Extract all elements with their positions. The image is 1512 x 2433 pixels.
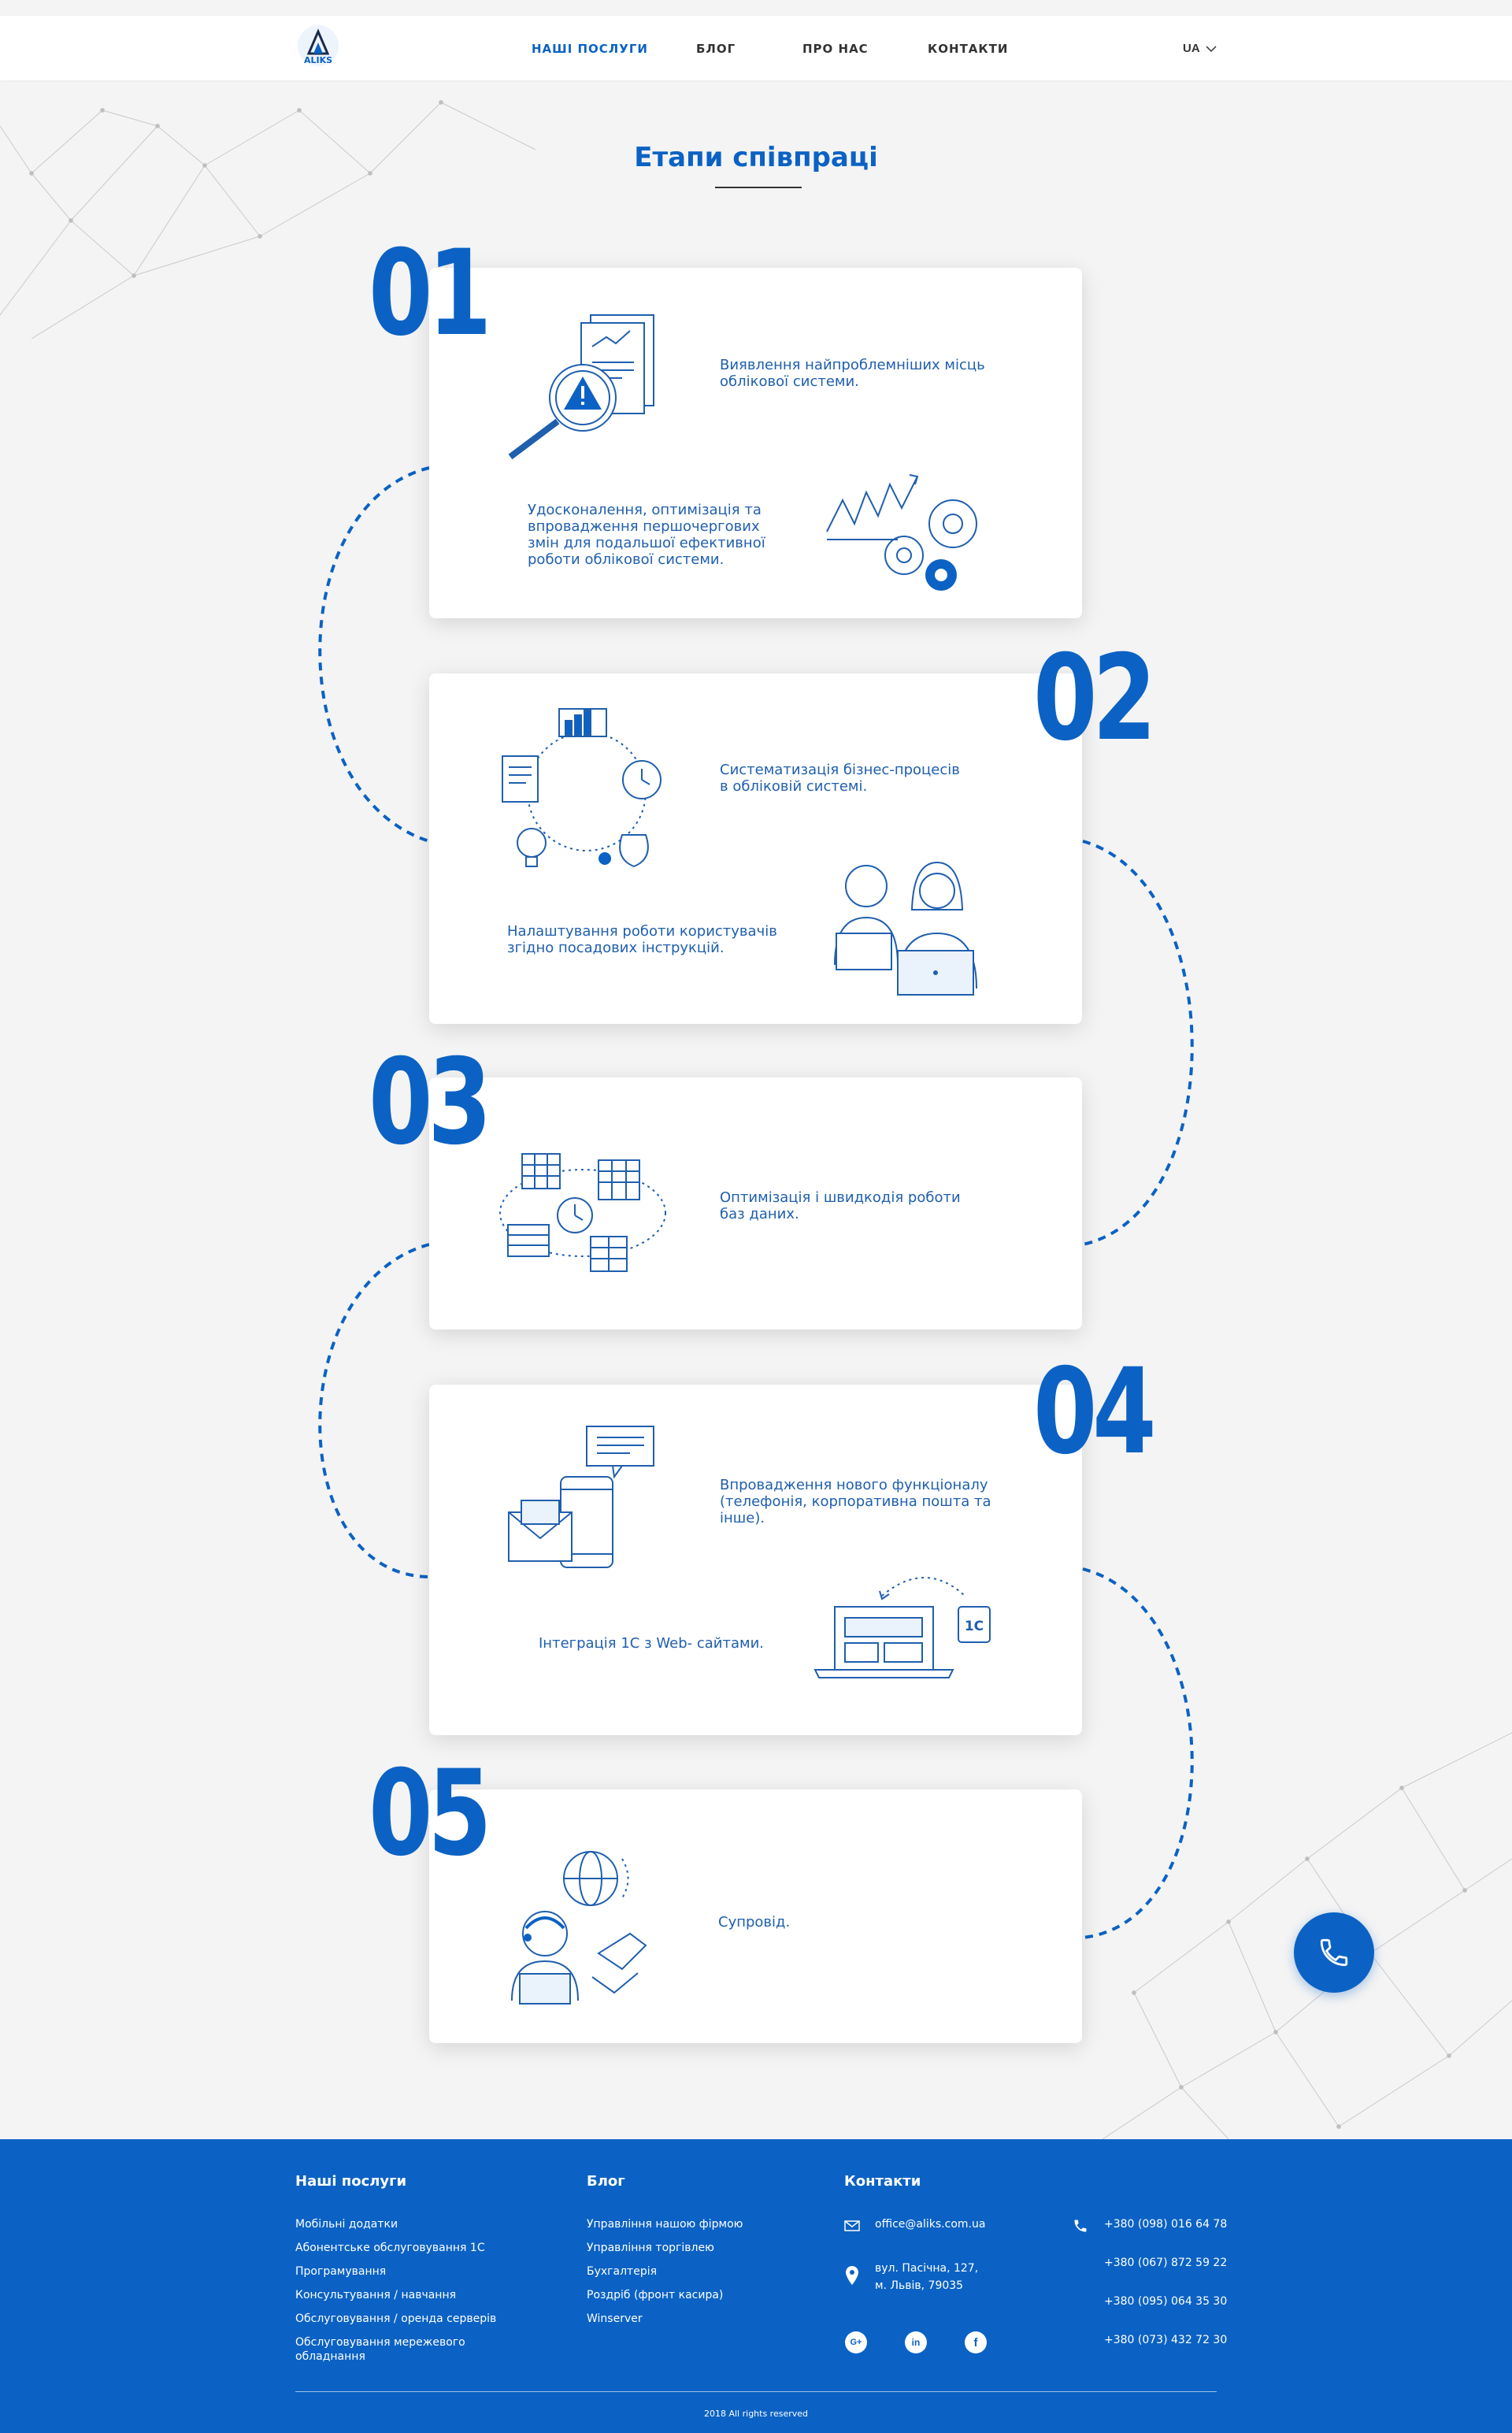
stage-card-3 (429, 1077, 1082, 1330)
location-icon (846, 2266, 858, 2285)
stage-1-text-b: Удосконалення, оптимізація та впроваджен… (528, 502, 765, 568)
phone-icon (1074, 2220, 1087, 2232)
footer-service-link[interactable]: Обслуговування / оренда серверів (295, 2312, 497, 2325)
linkedin-icon: in (911, 2337, 921, 2348)
footer-blog-link[interactable]: Управління торгівлею (587, 2242, 714, 2254)
call-button[interactable] (1294, 1912, 1374, 1993)
nav-blog[interactable]: БЛОГ (696, 42, 736, 56)
copyright: 2018 All rights reserved (703, 2409, 809, 2419)
chevron-down-icon (1206, 46, 1217, 52)
footer-contacts-title: Контакти (844, 2173, 921, 2190)
stage-5-text-a: Супровід. (718, 1914, 791, 1930)
footer-blog-link[interactable]: Winserver (587, 2312, 643, 2325)
footer-phone-link[interactable]: +380 (073) 432 72 30 (1104, 2334, 1228, 2346)
database-optimization-illustration (499, 1153, 666, 1272)
footer-phone-link[interactable]: +380 (095) 064 35 30 (1104, 2295, 1228, 2308)
communication-illustration (508, 1426, 654, 1568)
badge-1c: 1С (965, 1619, 984, 1634)
title-underline (715, 187, 802, 188)
footer-divider (295, 2391, 1217, 2392)
stage-card-1 (429, 268, 1082, 618)
footer-service-link[interactable]: Консультування / навчання (295, 2289, 457, 2301)
nav-services[interactable]: НАШІ ПОСЛУГИ (532, 42, 648, 56)
users-illustration (834, 862, 977, 996)
stage-number-3: 03 (369, 1034, 492, 1171)
email-icon (844, 2220, 860, 2231)
stage-2-text-a: Систематизація бізнес-процесів в обліков… (720, 762, 960, 795)
language-select[interactable]: UA (1183, 42, 1217, 55)
footer-blog-link[interactable]: Бухгалтерія (587, 2265, 658, 2278)
footer-phone-link[interactable]: +380 (067) 872 59 22 (1104, 2257, 1228, 2269)
support-illustration (511, 1851, 647, 2005)
stage-number-5: 05 (369, 1745, 492, 1882)
linkedin-link[interactable]: in (905, 2331, 927, 2353)
site-header: ALIKS НАШІ ПОСЛУГИ БЛОГ ПРО НАС КОНТАКТИ… (0, 16, 1512, 80)
footer-services-title: Наші послуги (295, 2173, 407, 2190)
footer-blog-link[interactable]: Роздріб (фронт касира) (587, 2289, 724, 2301)
section-title: Етапи співпраці (634, 142, 878, 173)
footer-phone-link[interactable]: +380 (098) 016 64 78 (1104, 2218, 1228, 2231)
stage-2-text-b: Налаштування роботи користувачів згідно … (507, 923, 777, 956)
google-plus-icon: G+ (850, 2338, 862, 2347)
logo[interactable]: ALIKS (291, 22, 345, 74)
stage-1-text-a: Виявлення найпроблемніших місць обліково… (720, 357, 985, 390)
footer-blog-title: Блог (587, 2173, 625, 2190)
nav-contacts[interactable]: КОНТАКТИ (928, 42, 1009, 56)
nav-about[interactable]: ПРО НАС (802, 42, 869, 56)
footer-address: вул. Пасічна, 127, м. Львів, 79035 (875, 2262, 979, 2292)
google-plus-link[interactable]: G+ (845, 2331, 867, 2353)
facebook-icon: f (973, 2335, 978, 2350)
footer-service-link[interactable]: Обслуговування мережевого обладнання (295, 2336, 465, 2363)
stage-number-1: 01 (369, 225, 492, 362)
optimization-gears-illustration (826, 474, 977, 591)
stage-4-text-a: Впровадження нового функціоналу (телефон… (720, 1477, 991, 1526)
stage-3-text-a: Оптимізація і швидкодія роботи баз даних… (720, 1189, 961, 1222)
phone-icon (1320, 1938, 1348, 1967)
footer-email-link[interactable]: office@aliks.com.ua (875, 2218, 986, 2231)
footer-service-link[interactable]: Абонентське обслуговування 1С (295, 2242, 485, 2254)
footer-blog-link[interactable]: Управління нашою фірмою (587, 2218, 743, 2231)
problem-analysis-illustration (508, 314, 654, 460)
stage-connector-path (318, 466, 1194, 1939)
footer-service-link[interactable]: Програмування (295, 2265, 387, 2278)
language-label: UA (1183, 42, 1200, 55)
logo-text: ALIKS (304, 55, 332, 65)
web-integration-illustration: 1С (813, 1577, 991, 1678)
stage-number-4: 04 (1033, 1344, 1157, 1481)
stage-4-text-b: Інтеграція 1С з Web- сайтами. (539, 1635, 764, 1652)
footer-service-link[interactable]: Мобільні додатки (295, 2218, 398, 2231)
business-process-illustration (502, 708, 662, 868)
stage-number-2: 02 (1033, 630, 1157, 767)
facebook-link[interactable]: f (965, 2331, 987, 2353)
site-footer: Наші послуги Мобільні додатки Абонентськ… (0, 2139, 1512, 2433)
